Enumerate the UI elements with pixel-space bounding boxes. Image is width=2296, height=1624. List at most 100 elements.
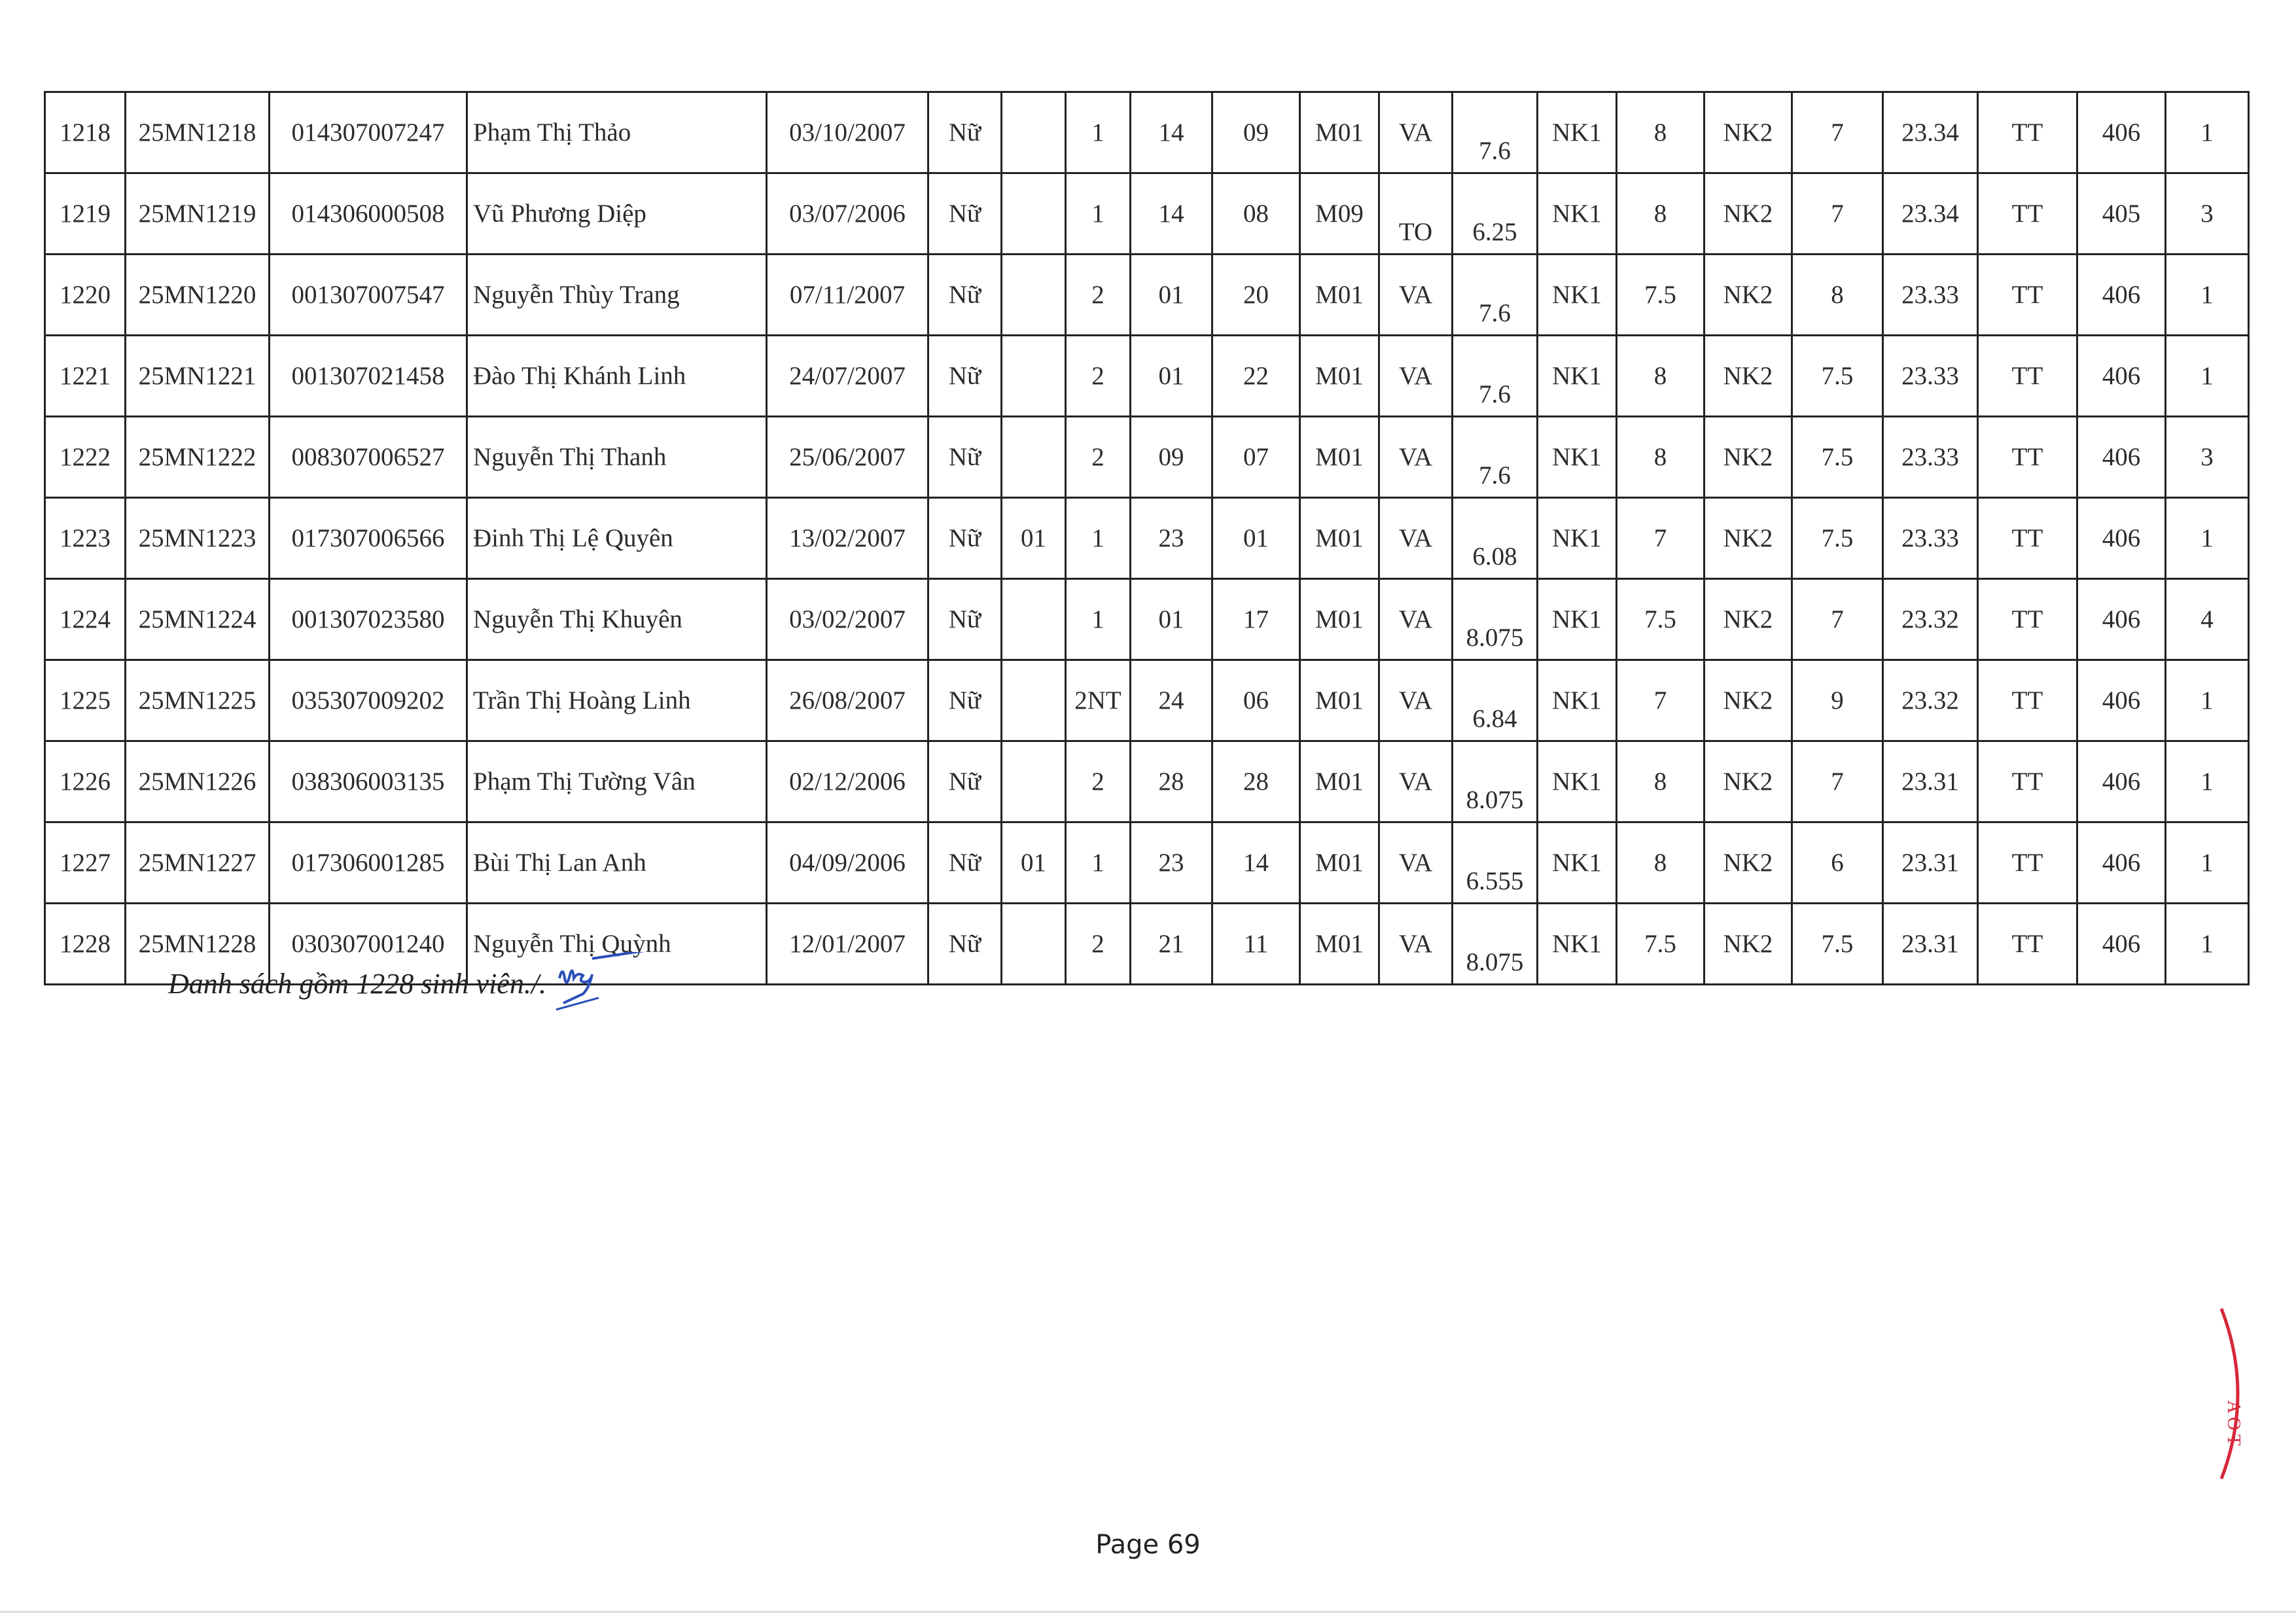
table-cell: NK2 [1703, 821, 1793, 904]
table-cell: 406 [2076, 659, 2166, 742]
table-cell [1000, 578, 1067, 661]
table-row: 1224 25MN1224 001307023580 Nguyễn Thị Khuyê… [44, 578, 2250, 661]
table-cell: Nữ [927, 415, 1002, 499]
table-cell: 7 [1791, 91, 1884, 174]
table-cell: 11 [1211, 902, 1301, 985]
table-cell: 6.08 [1451, 497, 1538, 580]
page-number: Page 69 [1095, 1530, 1201, 1560]
table-cell: 1218 [44, 91, 126, 174]
table-cell: TT [1977, 497, 2078, 580]
table-cell: 1 [2164, 91, 2250, 174]
list-total-note: Danh sách gồm 1228 sinh viên./. [168, 968, 547, 1000]
table-row: 1222 25MN1222 008307006527 Nguyễn Thị Thanh… [44, 415, 2250, 499]
table-cell: Nguyễn Thị Thanh [466, 415, 768, 499]
table-cell: Phạm Thị Thảo [466, 91, 768, 174]
table-cell: 28 [1211, 740, 1301, 823]
table-cell: M01 [1299, 91, 1380, 174]
table-cell: TT [1977, 91, 2078, 174]
table-cell: M01 [1299, 821, 1380, 904]
table-cell: 1 [1065, 821, 1131, 904]
table-cell: 1225 [44, 659, 126, 742]
table-cell: 008307006527 [268, 415, 468, 499]
table-cell [1000, 334, 1067, 417]
table-cell: VA [1378, 91, 1453, 174]
table-cell: 1 [1065, 497, 1131, 580]
table-cell: 23.33 [1882, 253, 1979, 336]
table-cell: 1 [2164, 902, 2250, 985]
table-cell: Đinh Thị Lệ Quyên [466, 497, 768, 580]
table-row: 1221 25MN1221 001307021458 Đào Thị Khánh Li… [44, 334, 2250, 417]
table-cell: 406 [2076, 253, 2166, 336]
table-cell: NK1 [1536, 91, 1617, 174]
table-cell: 4 [2164, 578, 2250, 661]
table-cell: 8 [1616, 334, 1705, 417]
table-cell: 8 [1616, 821, 1705, 904]
table-cell: 24 [1129, 659, 1213, 742]
table-cell: NK1 [1536, 415, 1617, 499]
table-cell: 406 [2076, 415, 2166, 499]
scan-edge [0, 1611, 2296, 1613]
table-cell: 7.5 [1791, 334, 1884, 417]
table-cell: 8 [1616, 91, 1705, 174]
table-cell: NK2 [1703, 659, 1793, 742]
table-cell: 22 [1211, 334, 1301, 417]
table-cell: 01 [1000, 497, 1067, 580]
table-cell: 23.33 [1882, 334, 1979, 417]
table-cell: NK2 [1703, 91, 1793, 174]
table-cell: 1 [2164, 253, 2250, 336]
table-cell: Nữ [927, 91, 1002, 174]
table-cell: 035307009202 [268, 659, 468, 742]
table-cell: TT [1977, 740, 2078, 823]
table-cell: 20 [1211, 253, 1301, 336]
table-cell: 8.075 [1451, 902, 1538, 985]
table-cell: 25MN1225 [124, 659, 270, 742]
table-cell: 01 [1129, 253, 1213, 336]
table-cell: 1219 [44, 172, 126, 255]
table-cell: 6 [1791, 821, 1884, 904]
table-cell: 14 [1129, 172, 1213, 255]
table-cell [1000, 902, 1067, 985]
table-cell: NK1 [1536, 578, 1617, 661]
table-cell: 8.075 [1451, 740, 1538, 823]
table-cell: 01 [1129, 578, 1213, 661]
table-cell [1000, 740, 1067, 823]
table-cell: 1 [2164, 334, 2250, 417]
table-cell: 7.5 [1791, 497, 1884, 580]
table-cell: 2NT [1065, 659, 1131, 742]
table-row: 1226 25MN1226 038306003135 Phạm Thị Tường V… [44, 740, 2250, 823]
table-cell: 1 [1065, 578, 1131, 661]
table-cell: 25MN1218 [124, 91, 270, 174]
table-row: 1223 25MN1223 017307006566 Đinh Thị Lệ Quyê… [44, 497, 2250, 580]
table-cell: VA [1378, 902, 1453, 985]
table-cell: 3 [2164, 415, 2250, 499]
table-cell: NK1 [1536, 821, 1617, 904]
table-cell: M01 [1299, 659, 1380, 742]
table-cell: 1 [2164, 659, 2250, 742]
table-cell: 1222 [44, 415, 126, 499]
table-cell: NK1 [1536, 740, 1617, 823]
table-cell: 8 [1791, 253, 1884, 336]
table-cell: 2 [1065, 253, 1131, 336]
table-cell: 03/07/2006 [766, 172, 929, 255]
table-cell: VA [1378, 253, 1453, 336]
table-row: 1225 25MN1225 035307009202 Trần Thị Hoàng L… [44, 659, 2250, 742]
table-cell: 8 [1616, 415, 1705, 499]
table-cell: 7.5 [1616, 578, 1705, 661]
table-cell: 7 [1616, 659, 1705, 742]
table-cell: 2 [1065, 415, 1131, 499]
table-cell: 25MN1222 [124, 415, 270, 499]
table-cell: 7.6 [1451, 91, 1538, 174]
table-cell: NK2 [1703, 497, 1793, 580]
table-cell: 7.5 [1616, 902, 1705, 985]
table-cell: 406 [2076, 740, 2166, 823]
table-cell: 01 [1000, 821, 1067, 904]
svg-text:A O T: A O T [2223, 1400, 2244, 1446]
table-cell: 12/01/2007 [766, 902, 929, 985]
table-cell: 23 [1129, 497, 1213, 580]
table-cell: NK2 [1703, 253, 1793, 336]
table-cell: 1228 [44, 902, 126, 985]
table-cell: 8.075 [1451, 578, 1538, 661]
table-cell: TT [1977, 334, 2078, 417]
table-cell: M01 [1299, 415, 1380, 499]
table-cell: 7.6 [1451, 415, 1538, 499]
